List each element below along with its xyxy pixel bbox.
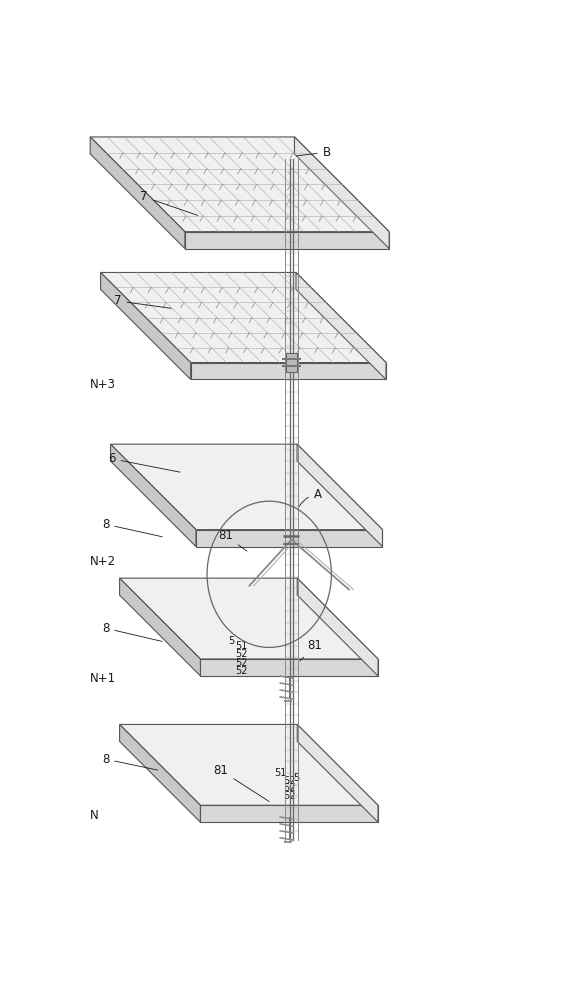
Text: A: A <box>299 488 321 506</box>
Text: 7: 7 <box>114 294 171 308</box>
Text: 5: 5 <box>228 636 234 646</box>
Polygon shape <box>101 272 191 379</box>
Text: 6: 6 <box>108 452 180 472</box>
Text: 52: 52 <box>235 649 248 659</box>
Text: N+3: N+3 <box>91 378 116 391</box>
Text: 8: 8 <box>102 518 162 537</box>
Polygon shape <box>90 137 389 232</box>
Text: 8: 8 <box>102 753 158 770</box>
Polygon shape <box>201 659 378 676</box>
Polygon shape <box>120 578 201 676</box>
Text: B: B <box>296 146 331 159</box>
Text: N+2: N+2 <box>91 555 116 568</box>
Text: 5: 5 <box>294 773 300 783</box>
Text: 81: 81 <box>214 764 269 801</box>
Text: 7: 7 <box>140 190 198 215</box>
Polygon shape <box>111 444 383 530</box>
Text: N: N <box>91 809 99 822</box>
Text: 52: 52 <box>283 776 296 786</box>
Polygon shape <box>101 272 386 363</box>
Text: 52: 52 <box>283 783 296 793</box>
Text: 51: 51 <box>274 768 286 778</box>
Polygon shape <box>111 444 196 547</box>
Polygon shape <box>201 805 378 822</box>
Text: 52: 52 <box>235 666 248 676</box>
Text: 52: 52 <box>235 658 248 668</box>
Text: 51: 51 <box>235 641 248 651</box>
Polygon shape <box>297 578 378 676</box>
Text: 81: 81 <box>218 529 247 551</box>
Polygon shape <box>120 724 378 805</box>
Polygon shape <box>90 137 185 249</box>
Polygon shape <box>196 530 383 547</box>
Bar <box>286 353 297 372</box>
Polygon shape <box>295 137 389 249</box>
Polygon shape <box>297 724 378 822</box>
Polygon shape <box>296 272 386 379</box>
Polygon shape <box>191 363 386 379</box>
Polygon shape <box>185 232 389 249</box>
Text: 52: 52 <box>283 791 296 801</box>
Text: N+1: N+1 <box>91 672 116 685</box>
Polygon shape <box>297 444 383 547</box>
Polygon shape <box>120 578 378 659</box>
Text: 8: 8 <box>102 622 162 641</box>
Text: 81: 81 <box>300 639 322 661</box>
Polygon shape <box>120 724 201 822</box>
